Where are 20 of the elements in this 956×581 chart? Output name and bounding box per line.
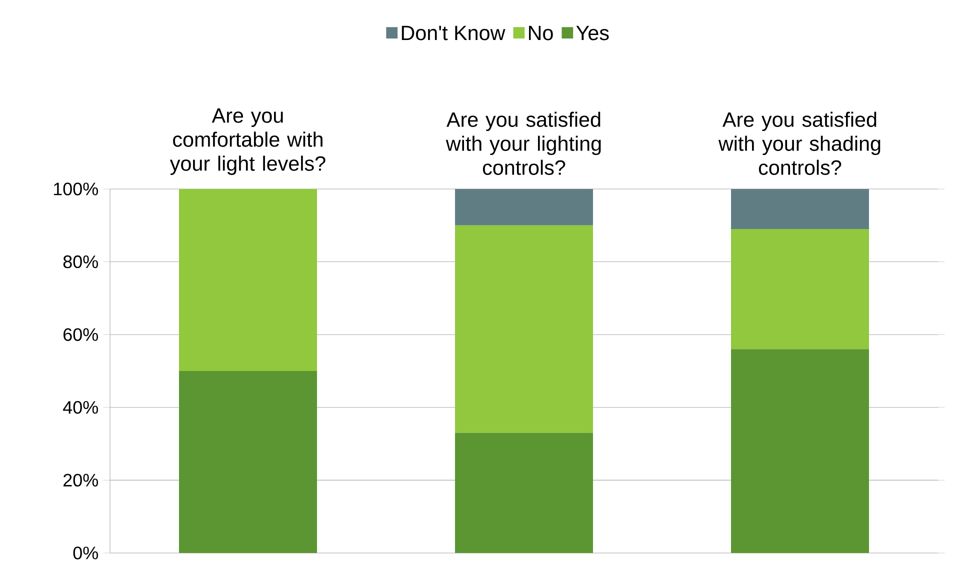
bar [731, 229, 869, 350]
legend-label: No [529, 26, 553, 40]
y-tick-label: 20% [64, 474, 98, 487]
bar [179, 188, 318, 371]
bar [731, 349, 869, 553]
bar [455, 188, 594, 226]
bar [179, 370, 318, 553]
x-tick-label: Are you satisfied with your shading controls? [718, 112, 880, 175]
y-tick-label: 0% [73, 546, 98, 560]
legend-label: Yes [576, 26, 609, 40]
x-tick-label: Are you satisfied with your lighting controls? [446, 112, 601, 175]
bar [455, 432, 594, 553]
x-tick-label: Are you comfortable with your light levels? [170, 108, 326, 175]
bar [731, 188, 869, 230]
legend-label: Don't Know [402, 26, 506, 40]
y-tick-label: 40% [63, 401, 98, 414]
y-tick-label: 100% [54, 182, 98, 196]
y-tick-label: 80% [63, 255, 98, 268]
y-tick-label: 60% [64, 328, 98, 341]
bar [455, 225, 594, 433]
